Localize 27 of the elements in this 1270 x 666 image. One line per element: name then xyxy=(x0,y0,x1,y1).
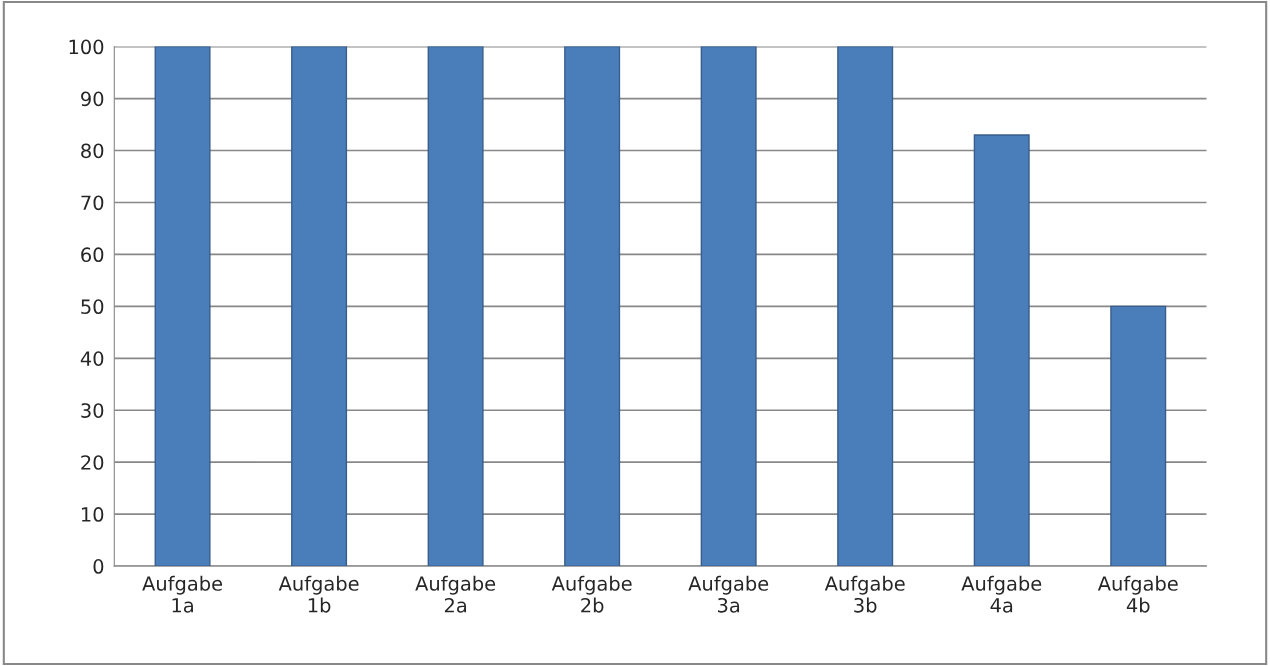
bar xyxy=(837,46,894,567)
y-tick-label: 100 xyxy=(69,39,104,55)
x-tick-label: Aufgabe 4b xyxy=(1097,575,1178,613)
y-tick-label: 20 xyxy=(81,455,104,470)
y-tick-label: 80 xyxy=(81,143,104,159)
bar xyxy=(564,46,621,567)
bar xyxy=(427,46,484,567)
bar xyxy=(1110,305,1167,567)
bar xyxy=(700,46,757,567)
bar xyxy=(154,46,211,567)
x-tick-label: Aufgabe 1b xyxy=(278,575,359,613)
y-tick-label: 40 xyxy=(80,351,104,366)
y-tick-label: 50 xyxy=(81,299,104,315)
x-tick-label: Aufgabe 1a xyxy=(142,575,223,613)
x-tick-label: Aufgabe 4a xyxy=(961,575,1042,613)
y-tick-label: 70 xyxy=(81,195,104,211)
y-tick-label: 90 xyxy=(81,91,104,107)
y-tick-label: 30 xyxy=(81,403,104,418)
x-tick-label: Aufgabe 2b xyxy=(551,575,632,613)
x-tick-label: Aufgabe 3b xyxy=(824,575,905,613)
y-tick-label: 60 xyxy=(81,247,104,263)
x-tick-label: Aufgabe 3a xyxy=(688,575,769,613)
bar xyxy=(291,46,348,567)
x-tick-label: Aufgabe 2a xyxy=(415,575,496,613)
bar xyxy=(973,134,1030,567)
y-tick-label: 10 xyxy=(81,507,104,522)
y-tick-label: 0 xyxy=(93,559,104,574)
